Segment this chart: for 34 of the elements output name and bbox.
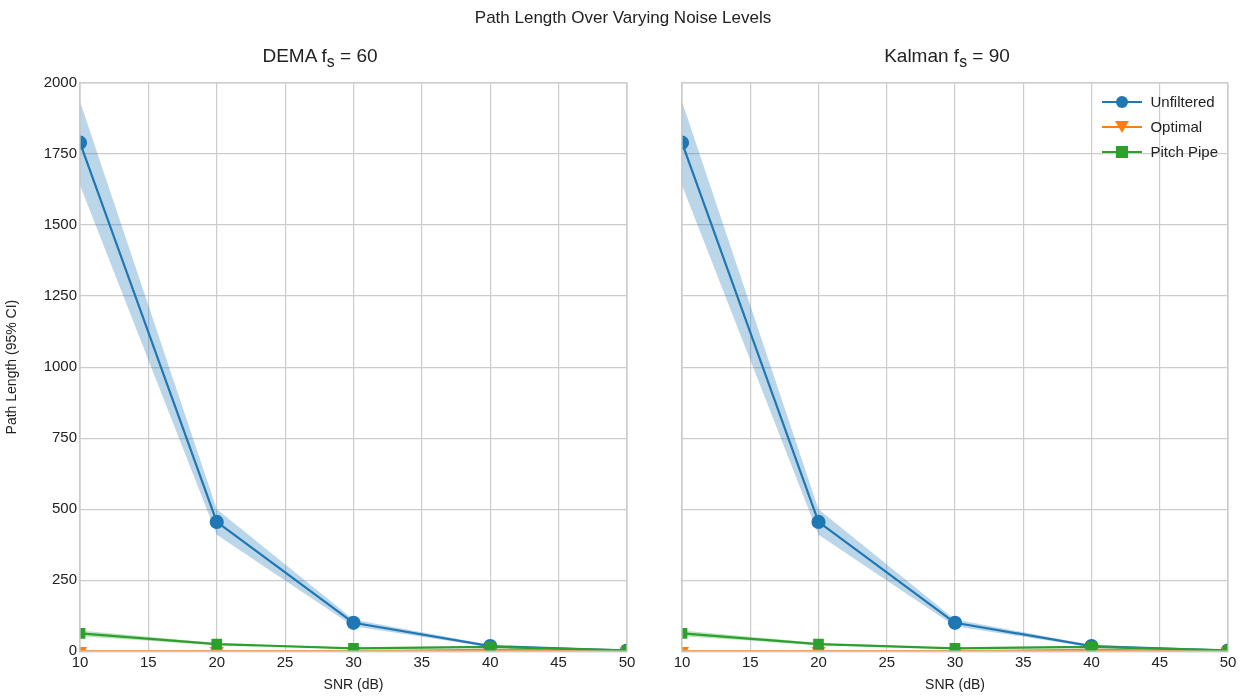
legend-label: Pitch Pipe bbox=[1150, 142, 1218, 162]
x-tick-label: 35 bbox=[1014, 653, 1032, 671]
x-tick-label: 35 bbox=[413, 653, 431, 671]
legend-label: Optimal bbox=[1150, 117, 1203, 137]
x-tick-label: 10 bbox=[673, 653, 691, 671]
x-tick-label: 25 bbox=[878, 653, 896, 671]
y-tick-label: 2000 bbox=[43, 73, 77, 91]
y-tick-label: 1500 bbox=[43, 215, 77, 233]
text: Path Length Over Varying Noise Levels bbox=[473, 8, 773, 28]
x-tick-label: 15 bbox=[140, 653, 157, 671]
x-tick-label: 50 bbox=[1219, 653, 1237, 671]
x-tick-label: 45 bbox=[550, 653, 567, 671]
x-tick-label: 40 bbox=[481, 653, 499, 671]
x-axis-title: SNR (dB) bbox=[323, 676, 384, 693]
x-tick-label: 20 bbox=[208, 653, 226, 671]
legend-label: Unfiltered bbox=[1150, 92, 1215, 112]
y-tick-label: 250 bbox=[51, 570, 77, 588]
x-tick-label: 15 bbox=[741, 653, 759, 671]
y-tick-label: 750 bbox=[51, 428, 77, 446]
y-tick-label: 1250 bbox=[43, 286, 77, 304]
chart-title: DEMA f$_{s}$ = 60 bbox=[261, 45, 379, 71]
y-tick-label: 500 bbox=[51, 499, 77, 517]
y-tick-label: 1750 bbox=[43, 144, 77, 162]
x-axis-title: SNR (dB) bbox=[925, 676, 985, 693]
x-tick-label: 30 bbox=[345, 653, 362, 671]
y-axis-title: Path Length (95% CI) bbox=[3, 299, 20, 435]
x-tick-label: 20 bbox=[810, 653, 827, 671]
y-tick-label: 1000 bbox=[43, 357, 77, 375]
x-tick-label: 30 bbox=[946, 653, 964, 671]
x-tick-label: 50 bbox=[618, 653, 636, 671]
x-tick-label: 45 bbox=[1151, 653, 1169, 671]
x-tick-label: 25 bbox=[276, 653, 294, 671]
x-tick-label: 40 bbox=[1083, 653, 1100, 671]
chart-title: Kalman f$_{s}$ = 90 bbox=[883, 45, 1011, 71]
